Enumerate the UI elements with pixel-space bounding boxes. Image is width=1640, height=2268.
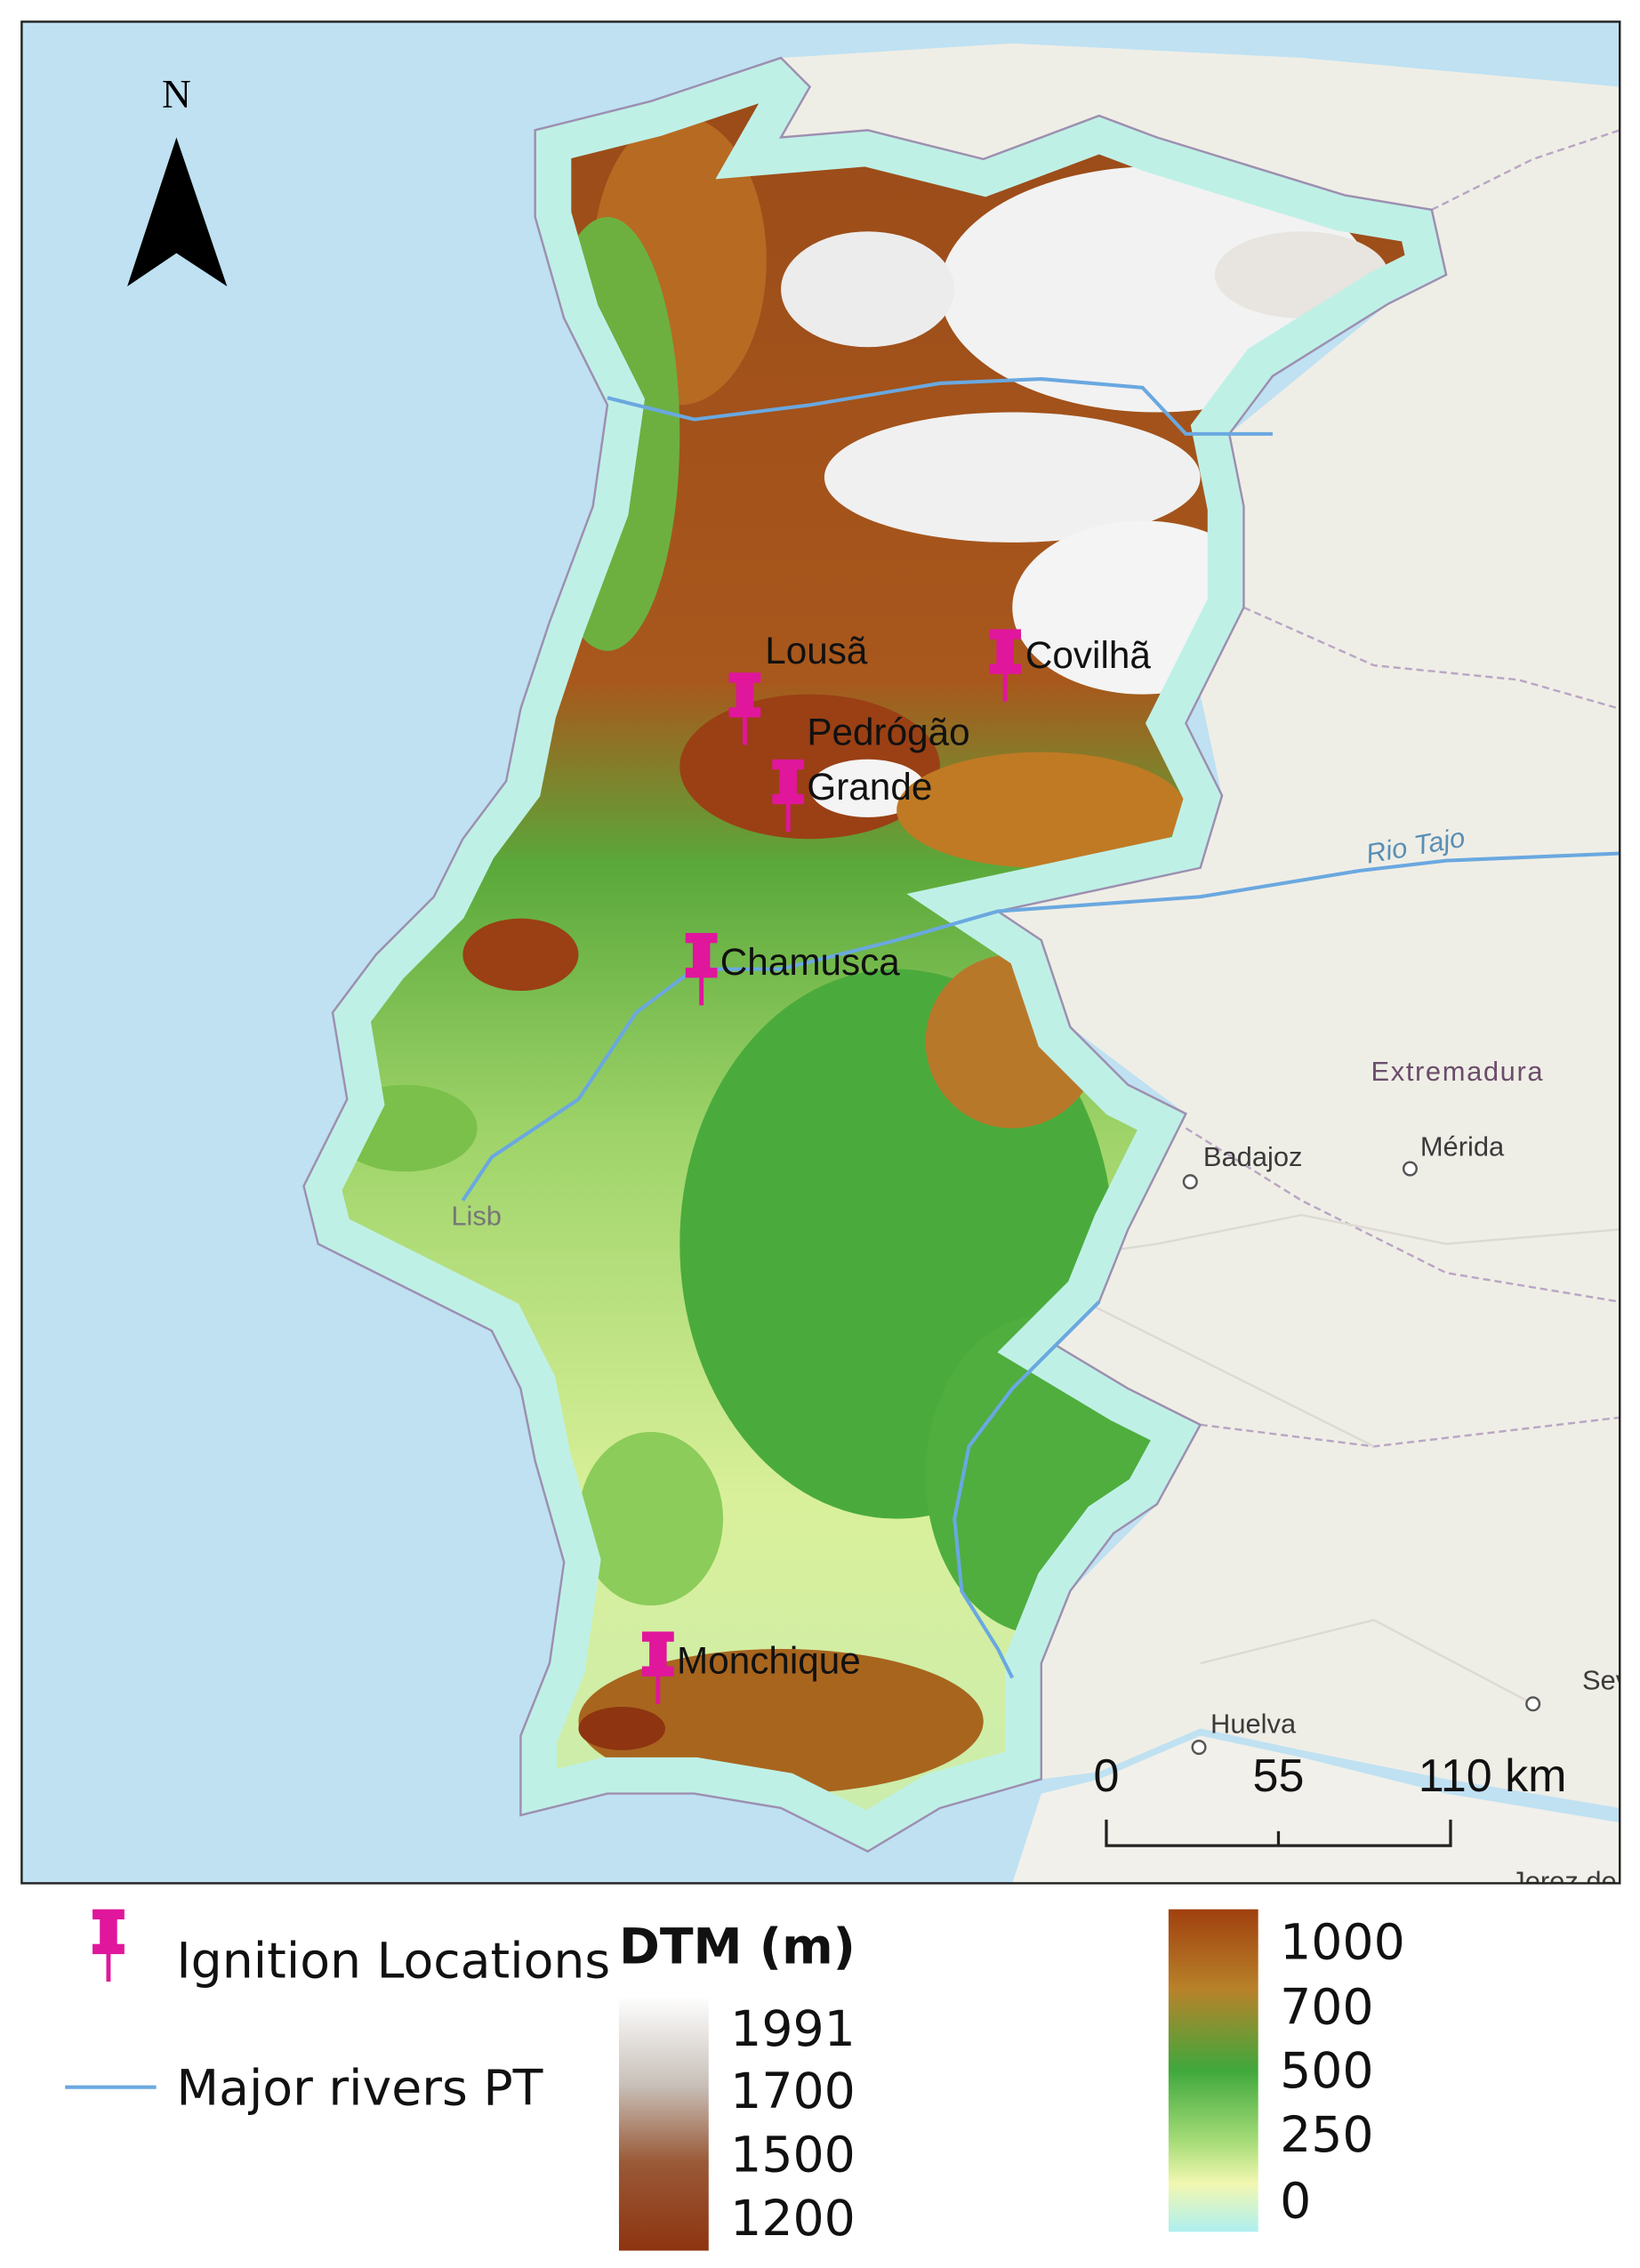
map-frame xyxy=(20,20,1621,1885)
scale-label: 55 xyxy=(1253,1750,1305,1802)
legend-label: Ignition Locations xyxy=(176,1934,610,1991)
north-arrow xyxy=(127,137,228,287)
legend-title: DTM (m) xyxy=(619,1918,856,1975)
ignition-label: Monchique xyxy=(677,1639,861,1681)
basemap-label: Badajoz xyxy=(1203,1141,1303,1172)
ramp-label: 1200 xyxy=(730,2191,856,2248)
legend: Ignition Locations Major rivers PT DTM (… xyxy=(65,1909,1405,2251)
admin-border xyxy=(1185,129,1620,1448)
legend-label: Major rivers PT xyxy=(176,2061,543,2118)
basemap-label: Lisb xyxy=(451,1200,502,1231)
spain-land xyxy=(781,43,1620,1808)
north-label: N xyxy=(162,71,191,117)
ramp-label: 500 xyxy=(1280,2043,1374,2100)
basemap-label: Jerez de xyxy=(1511,1866,1616,1897)
color-ramp xyxy=(618,1996,709,2251)
ignition-label: Pedrógão xyxy=(807,711,969,752)
rivers xyxy=(461,377,1620,1679)
scale-label: 110 km xyxy=(1419,1750,1567,1802)
basemap-label: Sevill xyxy=(1582,1665,1640,1696)
ramp-label: 1700 xyxy=(730,2063,856,2120)
ignition-label: Grande xyxy=(807,766,932,808)
basemap-label: Huelva xyxy=(1210,1708,1297,1739)
ignition-label: Lousã xyxy=(765,630,868,672)
legend-pin xyxy=(92,1909,125,1982)
ramp-label: 1500 xyxy=(730,2127,856,2184)
scale-bar xyxy=(1105,1819,1452,1847)
basemap-label: Extremadura xyxy=(1371,1056,1545,1087)
scale-label: 0 xyxy=(1094,1750,1120,1802)
ignition-label: Chamusca xyxy=(720,941,901,983)
ignition-label: Covilhã xyxy=(1025,634,1151,676)
basemap-label: Mérida xyxy=(1420,1130,1505,1162)
ramp-label: 0 xyxy=(1280,2174,1311,2231)
ramp-label: 1991 xyxy=(730,2001,856,2058)
ramp-label: 250 xyxy=(1280,2107,1374,2164)
ramp-label: 1000 xyxy=(1280,1914,1405,1971)
map: Rio Tajo Extremadura Badajoz Mérida Huel… xyxy=(21,21,1640,1897)
ramp-label: 700 xyxy=(1280,1980,1374,2037)
color-ramp xyxy=(1168,1909,1258,2232)
